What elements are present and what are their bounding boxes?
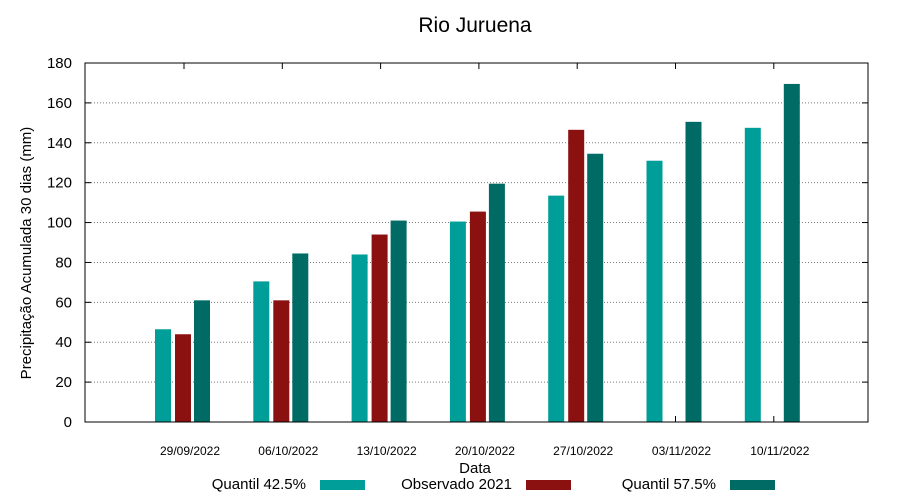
bar	[646, 160, 663, 422]
legend-label: Quantil 57.5%	[622, 476, 716, 493]
x-tick-label: 27/10/2022	[553, 444, 613, 458]
bar	[273, 300, 290, 422]
bar	[351, 254, 368, 422]
legend-label: Quantil 42.5%	[212, 476, 306, 493]
bar	[253, 281, 270, 422]
y-tick-label: 160	[47, 95, 72, 112]
y-tick-label: 20	[55, 374, 72, 391]
bar	[568, 129, 585, 422]
y-tick-label: 0	[64, 414, 72, 431]
x-axis-label: Data	[459, 460, 491, 477]
bar	[587, 153, 604, 422]
bar	[685, 121, 702, 422]
legend: Quantil 42.5% Observado 2021 Quantil 57.5%	[212, 476, 775, 493]
plot-frame	[84, 62, 869, 423]
x-tick-label: 20/10/2022	[455, 444, 515, 458]
y-tick-label: 180	[47, 55, 72, 72]
bar	[469, 211, 486, 422]
bar	[449, 221, 466, 422]
bar	[175, 334, 191, 422]
y-axis-label: Precipitação Acumulada 30 dias (mm)	[18, 127, 35, 380]
bar	[744, 127, 761, 422]
x-tick-label: 06/10/2022	[258, 444, 318, 458]
bar	[488, 183, 505, 422]
x-tick-label: 29/09/2022	[160, 444, 220, 458]
y-ticks: 0 20 40 60 80 100 120 140 160 180	[47, 55, 868, 431]
chart-title: Rio Juruena	[418, 14, 532, 37]
x-tick-label: 13/10/2022	[357, 444, 417, 458]
legend-swatch	[730, 480, 775, 490]
bar	[390, 220, 407, 422]
x-tick-label: 10/11/2022	[750, 444, 809, 458]
bar	[292, 253, 309, 422]
y-tick-label: 80	[55, 254, 72, 271]
bar	[548, 195, 565, 422]
bar	[783, 83, 800, 423]
bars	[155, 83, 800, 423]
bar	[194, 300, 210, 422]
y-tick-label: 120	[47, 175, 72, 192]
x-ticks: 29/09/2022 06/10/2022 13/10/2022 20/10/2022…	[160, 63, 810, 458]
y-tick-label: 100	[47, 215, 72, 232]
legend-swatch	[526, 480, 571, 490]
x-tick-label: 03/11/2022	[652, 444, 711, 458]
bar	[371, 234, 388, 422]
legend-swatch	[320, 480, 365, 490]
y-tick-label: 60	[55, 294, 72, 311]
bar	[155, 329, 171, 422]
legend-label: Observado 2021	[401, 476, 512, 493]
y-tick-label: 40	[55, 334, 72, 351]
y-tick-label: 140	[47, 135, 72, 152]
